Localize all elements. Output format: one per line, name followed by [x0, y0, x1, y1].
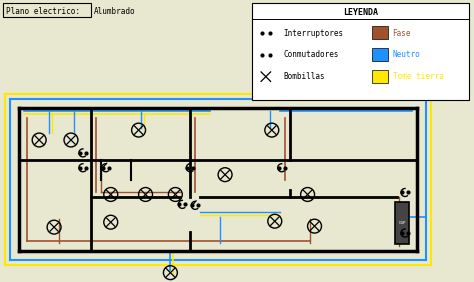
Text: Tome tierra: Tome tierra: [392, 72, 444, 81]
Bar: [395, 202, 409, 244]
Bar: [3, 3, 91, 17]
Text: LEYENDA: LEYENDA: [343, 8, 378, 17]
Text: Fase: Fase: [392, 28, 411, 38]
Bar: [372, 48, 388, 61]
Text: Neutro: Neutro: [392, 50, 420, 59]
Text: Conmutadores: Conmutadores: [284, 50, 339, 59]
Bar: [372, 26, 388, 39]
Bar: [252, 3, 469, 100]
Text: Bombillas: Bombillas: [284, 72, 325, 81]
Text: Interruptores: Interruptores: [284, 28, 344, 38]
Text: CGP: CGP: [398, 221, 406, 225]
Text: Plano electrico:: Plano electrico:: [6, 7, 81, 16]
Text: Alumbrado: Alumbrado: [94, 7, 136, 16]
Bar: [372, 70, 388, 83]
